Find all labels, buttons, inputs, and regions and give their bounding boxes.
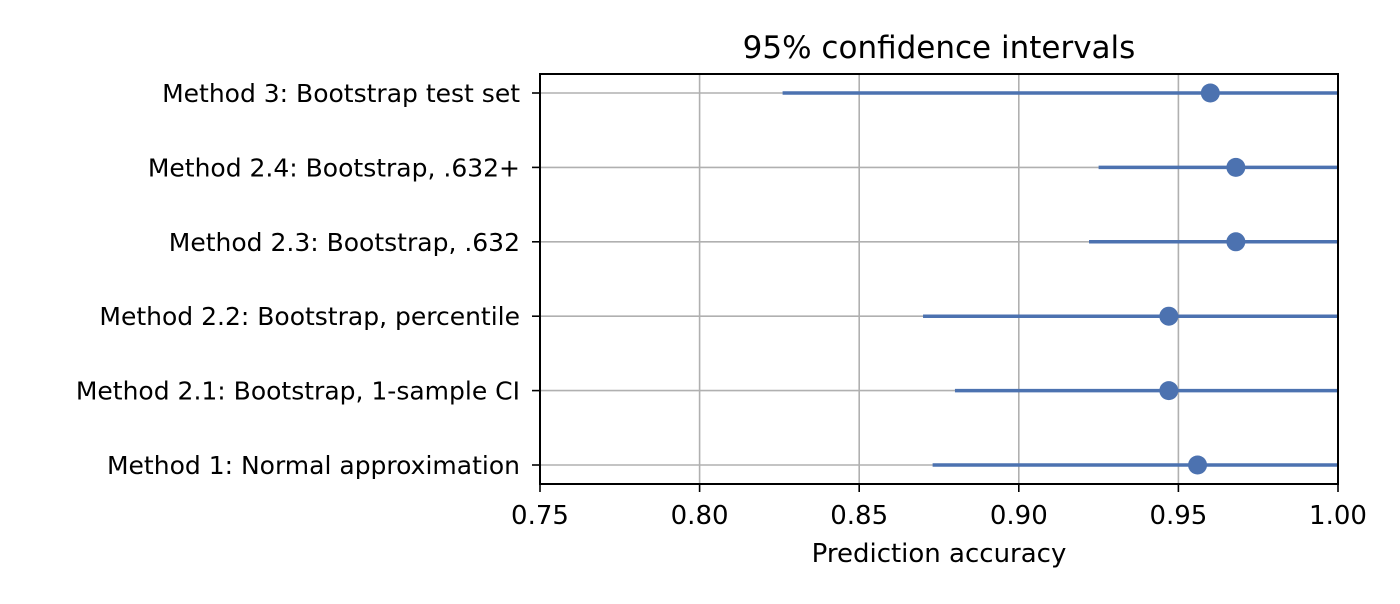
y-tick-label: Method 1: Normal approximation bbox=[107, 451, 520, 480]
x-tick-label: 0.80 bbox=[671, 501, 729, 531]
plot-frame bbox=[539, 73, 1339, 485]
x-tick-label: 0.90 bbox=[990, 501, 1048, 531]
estimate-point bbox=[1226, 157, 1246, 177]
chart-title: 95% confidence intervals bbox=[743, 30, 1136, 66]
x-tick-label: 0.75 bbox=[511, 501, 569, 531]
x-tick-label: 1.00 bbox=[1309, 501, 1367, 531]
y-tick-layer: Method 3: Bootstrap test set Method 2.4: … bbox=[76, 79, 540, 480]
estimate-point bbox=[1159, 381, 1179, 401]
x-tick-label: 0.95 bbox=[1149, 501, 1207, 531]
y-tick-label: Method 2.4: Bootstrap, .632+ bbox=[148, 153, 520, 182]
y-tick-label: Method 2.1: Bootstrap, 1-sample CI bbox=[76, 377, 520, 406]
y-tick-label: Method 2.2: Bootstrap, percentile bbox=[99, 302, 520, 331]
x-tick-label: 0.85 bbox=[830, 501, 888, 531]
estimate-point bbox=[1188, 455, 1208, 475]
y-tick-label: Method 3: Bootstrap test set bbox=[162, 79, 520, 108]
estimate-point bbox=[1200, 83, 1220, 103]
series-layer bbox=[782, 83, 1338, 475]
estimate-point bbox=[1159, 306, 1179, 326]
x-axis-label: Prediction accuracy bbox=[812, 539, 1067, 569]
estimate-point bbox=[1226, 232, 1246, 252]
y-tick-label: Method 2.3: Bootstrap, .632 bbox=[169, 228, 520, 257]
x-tick-layer: 0.75 0.80 0.85 0.90 0.95 1.00 bbox=[511, 484, 1367, 531]
grid-layer bbox=[539, 74, 1339, 484]
